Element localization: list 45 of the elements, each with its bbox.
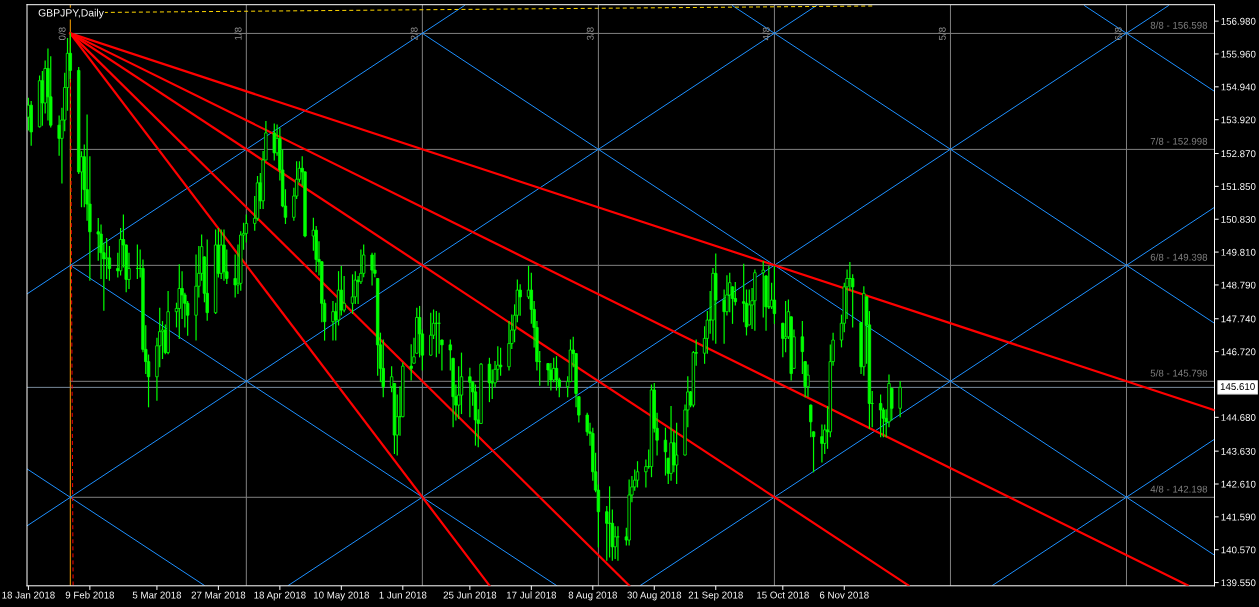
x-tick-label: 5 Mar 2018: [132, 591, 182, 599]
annotation: 1/8: [234, 27, 242, 40]
y-tick-label: 140.570: [1221, 546, 1256, 554]
y-tick-label: 141.590: [1221, 513, 1256, 521]
y-tick-label: 151.850: [1221, 183, 1256, 190]
x-tick-label: 25 Jun 2018: [443, 591, 497, 599]
y-tick-label: 153.920: [1221, 116, 1256, 124]
annotation: 3/8: [586, 27, 594, 41]
y-tick-label: 152.870: [1221, 150, 1256, 158]
x-tick-label: 9 Feb 2018: [65, 591, 115, 599]
y-tick-label: 142.610: [1221, 480, 1256, 488]
y-tick-label: 155.960: [1221, 50, 1256, 58]
annotation: 5/8: [938, 27, 946, 41]
x-tick-label: 1 Jun 2018: [379, 591, 427, 599]
series-label: 4/8 - 142.198: [1150, 485, 1208, 493]
x-tick-label: 6 Nov 2018: [819, 591, 869, 599]
x-tick-label: 27 Mar 2018: [191, 591, 246, 599]
y-tick-label: 147.740: [1221, 315, 1256, 323]
ref-line-label: 145.610: [1220, 383, 1255, 390]
chart-title: GBPJPY,Daily: [38, 8, 104, 19]
y-tick-label: 139.550: [1221, 579, 1256, 587]
y-tick-label: 154.940: [1221, 83, 1256, 91]
x-tick-label: 17 Jul 2018: [506, 591, 557, 599]
series-label: 7/8 - 152.998: [1150, 137, 1208, 145]
x-tick-label: 21 Sep 2018: [688, 591, 743, 601]
y-tick-label: 144.680: [1221, 414, 1256, 421]
series-label: 6/8 - 149.398: [1150, 253, 1208, 261]
series-label: 5/8 - 145.798: [1150, 369, 1208, 377]
series-label: 8/8 - 156.598: [1150, 21, 1208, 29]
y-tick-label: 149.810: [1221, 248, 1256, 256]
x-tick-label: 18 Jan 2018: [2, 591, 55, 599]
y-tick-label: 150.830: [1221, 215, 1256, 223]
x-tick-label: 15 Oct 2018: [757, 591, 809, 599]
x-tick-label: 8 Aug 2018: [568, 591, 617, 601]
y-tick-label: 143.630: [1221, 447, 1256, 455]
annotation: 0/8: [58, 27, 66, 41]
x-tick-label: 30 Aug 2018: [627, 591, 682, 601]
annotation: 2/8: [410, 27, 418, 40]
y-tick-label: 156.980: [1221, 17, 1256, 25]
annotation: 6/8: [1114, 27, 1122, 40]
annotation: 4/8: [762, 27, 770, 41]
y-tick-label: 148.790: [1221, 281, 1256, 289]
x-tick-label: 10 May 2018: [313, 591, 370, 601]
x-tick-label: 18 Apr 2018: [254, 591, 306, 601]
y-tick-label: 146.720: [1221, 348, 1256, 356]
